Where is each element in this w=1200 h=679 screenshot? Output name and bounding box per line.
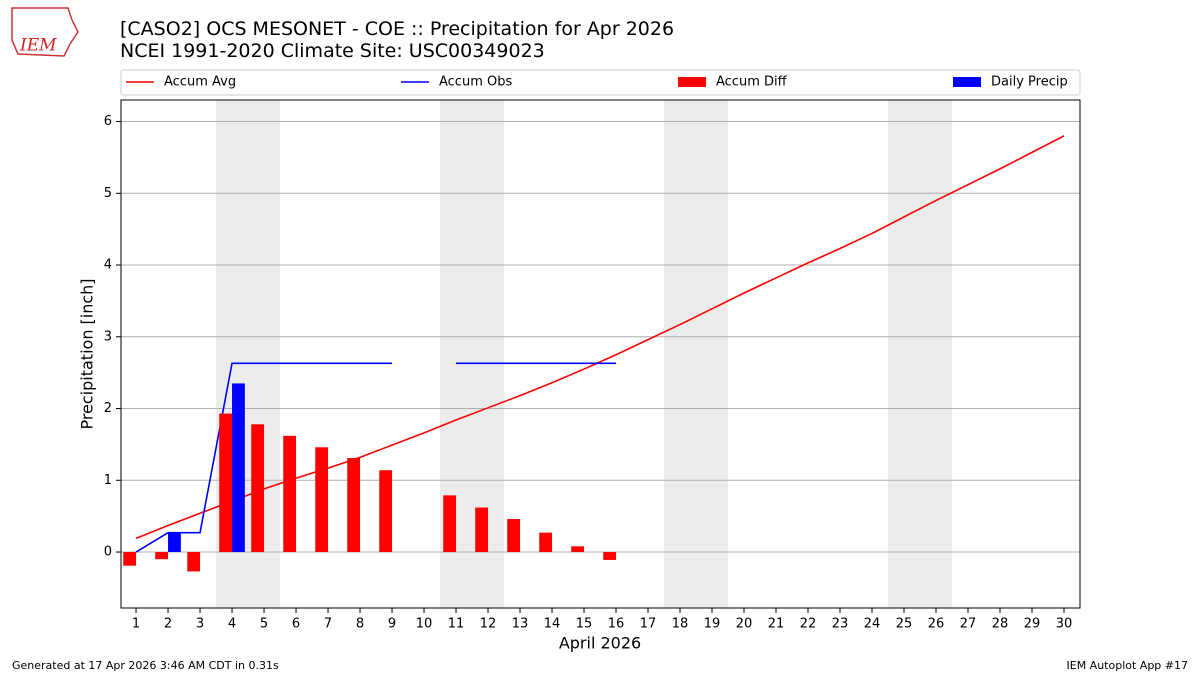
x-axis-label: April 2026 [559,634,641,653]
x-tick-label: 18 [672,617,689,632]
bar [507,519,521,553]
x-tick-label: 29 [1024,617,1041,632]
bar [315,447,329,553]
bar [539,532,553,553]
bar [283,435,297,553]
x-tick-label: 3 [196,617,204,632]
x-tick-label: 14 [544,617,561,632]
footer-left: Generated at 17 Apr 2026 3:46 AM CDT in … [12,659,279,672]
x-tick-label: 10 [416,617,433,632]
x-tick-label: 26 [928,617,945,632]
chart-subtitle: NCEI 1991-2020 Climate Site: USC00349023 [120,40,545,62]
bar [187,552,201,572]
x-tick-label: 27 [960,617,977,632]
legend-box [120,69,1081,96]
y-tick-label: 3 [104,329,112,344]
x-tick-label: 8 [356,617,364,632]
bar [603,552,617,560]
bar [475,507,489,553]
weekend-band [888,100,953,608]
legend-label: Accum Obs [439,75,512,90]
x-tick-label: 24 [864,617,881,632]
chart-title: [CASO2] OCS MESONET - COE :: Precipitati… [120,18,674,40]
y-tick-label: 1 [104,473,112,488]
legend-swatch [678,77,706,87]
weekend-band [664,100,729,608]
x-tick-label: 30 [1056,617,1073,632]
x-tick-label: 13 [512,617,529,632]
x-tick-label: 4 [228,617,236,632]
x-tick-label: 6 [292,617,300,632]
bar [347,458,361,553]
x-tick-label: 5 [260,617,268,632]
x-tick-label: 21 [768,617,785,632]
bar [571,546,585,553]
bar [155,552,169,560]
bar [251,424,265,553]
y-tick-label: 6 [104,114,112,129]
bar [232,383,245,553]
x-tick-label: 20 [736,617,753,632]
y-tick-label: 4 [104,258,112,273]
logo: IEM [11,7,79,57]
legend-label: Accum Diff [716,75,788,90]
line [135,362,617,553]
x-tick-label: 11 [448,617,465,632]
bar [168,532,181,553]
bar [219,413,233,553]
bar [443,495,457,553]
bar [123,552,137,566]
legend-label: Daily Precip [991,75,1068,90]
x-tick-label: 12 [480,617,497,632]
y-axis-label: Precipitation [inch] [78,278,97,429]
x-tick-label: 16 [608,617,625,632]
x-tick-label: 23 [832,617,849,632]
x-tick-label: 17 [640,617,657,632]
x-tick-label: 19 [704,617,721,632]
legend-label: Accum Avg [164,75,236,90]
y-tick-label: 2 [104,401,112,416]
y-tick-label: 5 [104,186,112,201]
x-tick-label: 15 [576,617,593,632]
legend-swatch [953,77,981,87]
x-tick-label: 22 [800,617,817,632]
y-tick-label: 0 [104,545,112,560]
x-tick-label: 7 [324,617,332,632]
logo-text: IEM [19,36,57,56]
x-tick-label: 1 [132,617,140,632]
x-tick-label: 2 [164,617,172,632]
x-tick-label: 25 [896,617,913,632]
x-tick-label: 9 [388,617,396,632]
plot-frame [120,99,1081,609]
footer-right: IEM Autoplot App #17 [1067,659,1189,672]
bar [379,470,393,553]
x-tick-label: 28 [992,617,1009,632]
